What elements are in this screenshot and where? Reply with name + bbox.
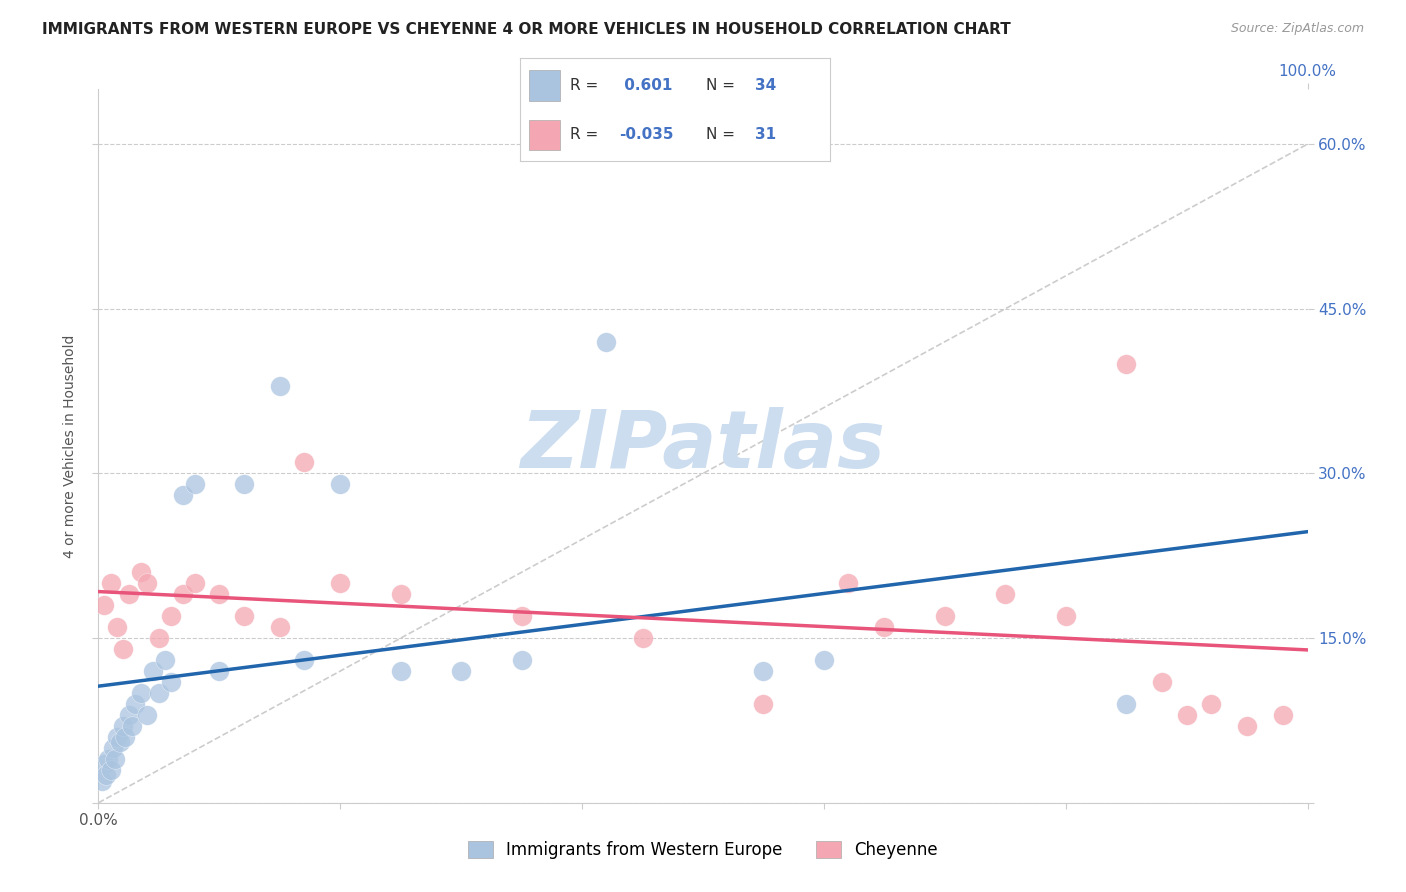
Point: [93, 598, 115, 612]
Point: [994, 587, 1017, 601]
Point: [329, 477, 352, 491]
Text: R =: R =: [569, 128, 598, 143]
Point: [510, 653, 533, 667]
Point: [100, 763, 122, 777]
Point: [91, 773, 114, 788]
Point: [208, 587, 231, 601]
Point: [1236, 719, 1258, 733]
Point: [104, 752, 127, 766]
Point: [1175, 708, 1198, 723]
Text: IMMIGRANTS FROM WESTERN EUROPE VS CHEYENNE 4 OR MORE VEHICLES IN HOUSEHOLD CORRE: IMMIGRANTS FROM WESTERN EUROPE VS CHEYEN…: [42, 22, 1011, 37]
Point: [118, 708, 141, 723]
Point: [1199, 697, 1222, 711]
Point: [232, 477, 254, 491]
Point: [934, 609, 956, 624]
Point: [1152, 675, 1174, 690]
Point: [389, 587, 412, 601]
Text: 31: 31: [755, 128, 776, 143]
Point: [292, 653, 315, 667]
Point: [111, 642, 134, 657]
Point: [172, 488, 194, 502]
Text: N =: N =: [706, 128, 735, 143]
Point: [510, 609, 533, 624]
Point: [121, 719, 143, 733]
Point: [148, 631, 170, 645]
Text: 0.601: 0.601: [619, 78, 672, 93]
Point: [752, 697, 775, 711]
Text: ZIPatlas: ZIPatlas: [520, 407, 886, 485]
Point: [101, 740, 124, 755]
Point: [93, 757, 115, 772]
Point: [114, 730, 136, 744]
Point: [105, 730, 128, 744]
Point: [595, 334, 617, 349]
Point: [97, 752, 120, 766]
Legend: Immigrants from Western Europe, Cheyenne: Immigrants from Western Europe, Cheyenne: [468, 840, 938, 859]
Point: [1115, 357, 1137, 371]
Point: [111, 719, 134, 733]
Point: [631, 631, 654, 645]
Point: [184, 576, 207, 591]
Point: [142, 664, 165, 678]
Point: [208, 664, 231, 678]
Text: Source: ZipAtlas.com: Source: ZipAtlas.com: [1230, 22, 1364, 36]
Text: R =: R =: [569, 78, 598, 93]
Point: [129, 566, 152, 580]
Point: [148, 686, 170, 700]
Text: -0.035: -0.035: [619, 128, 673, 143]
Point: [160, 675, 183, 690]
Point: [135, 708, 157, 723]
Point: [100, 576, 122, 591]
Point: [1272, 708, 1295, 723]
Point: [172, 587, 194, 601]
Point: [292, 455, 315, 469]
Point: [94, 768, 117, 782]
Point: [184, 477, 207, 491]
Y-axis label: 4 or more Vehicles in Household: 4 or more Vehicles in Household: [63, 334, 77, 558]
Point: [389, 664, 412, 678]
Point: [105, 620, 128, 634]
Text: N =: N =: [706, 78, 735, 93]
Point: [135, 576, 157, 591]
Point: [124, 697, 146, 711]
Point: [108, 735, 131, 749]
Point: [1115, 697, 1137, 711]
Point: [873, 620, 896, 634]
Point: [813, 653, 835, 667]
FancyBboxPatch shape: [530, 120, 561, 150]
Point: [153, 653, 176, 667]
Point: [129, 686, 152, 700]
Text: 34: 34: [755, 78, 776, 93]
Point: [232, 609, 254, 624]
Point: [450, 664, 472, 678]
Point: [329, 576, 352, 591]
Point: [160, 609, 183, 624]
Point: [752, 664, 775, 678]
Point: [1054, 609, 1077, 624]
FancyBboxPatch shape: [530, 70, 561, 101]
Point: [269, 378, 291, 392]
Point: [837, 576, 859, 591]
Point: [118, 587, 141, 601]
Point: [269, 620, 291, 634]
